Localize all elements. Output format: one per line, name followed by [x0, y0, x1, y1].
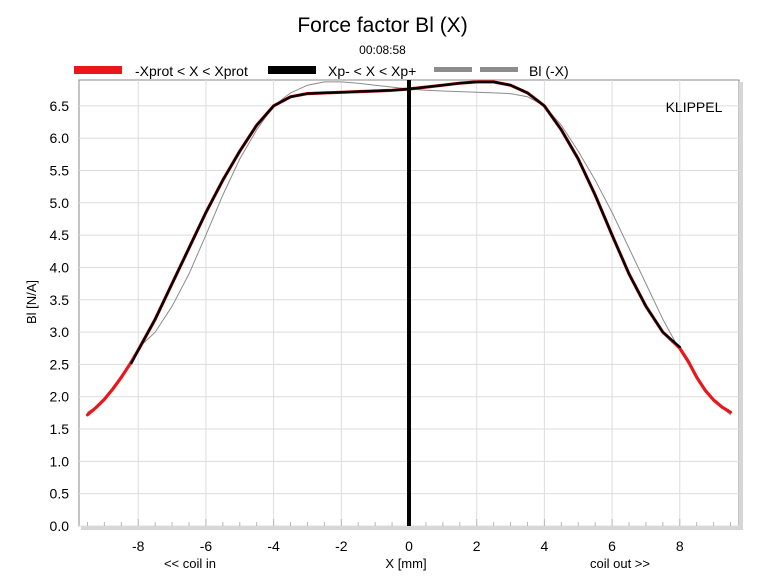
y-tick-labels: 0.0 0.5 1.0 1.5 2.0 2.5 3.0 3.5 4.0 4.5 5.0 5.5 6.0 6…	[50, 98, 70, 534]
series-line-thick-black	[130, 80, 681, 365]
chart-subtitle: 00:08:58	[359, 43, 406, 57]
y-tick-label: 1.0	[50, 453, 70, 469]
x-left-note: << coil in	[164, 556, 216, 571]
x-right-note: coil out >>	[590, 556, 650, 571]
y-tick-label: 1.5	[50, 421, 70, 437]
x-tick-label: 4	[540, 538, 548, 554]
y-tick-label: 5.0	[50, 195, 70, 211]
x-tick-label: -6	[200, 538, 213, 554]
klippel-watermark: KLIPPEL	[666, 99, 723, 115]
x-tick-label: 0	[405, 538, 413, 554]
x-tick-label: -8	[132, 538, 145, 554]
y-tick-label: 0.0	[50, 518, 70, 534]
x-tick-label: 8	[676, 538, 684, 554]
y-tick-label: 6.0	[50, 130, 70, 146]
x-tick-label: -2	[335, 538, 348, 554]
legend-swatch-mirror	[434, 67, 518, 72]
y-tick-label: 5.5	[50, 162, 70, 178]
legend-label-prot: -Xprot < X < Xprot	[135, 63, 248, 79]
y-tick-label: 0.5	[50, 486, 70, 502]
x-tick-labels: -8 -6 -4 -2 0 2 4 6 8	[132, 538, 684, 554]
legend-label-mirror: Bl (-X)	[529, 63, 569, 79]
y-tick-label: 2.0	[50, 389, 70, 405]
legend-swatch-prot	[74, 66, 122, 74]
x-tick-label: 6	[608, 538, 616, 554]
y-tick-label: 4.5	[50, 227, 70, 243]
y-tick-label: 6.5	[50, 98, 70, 114]
x-tick-label: -4	[267, 538, 280, 554]
x-tick-label: 2	[473, 538, 481, 554]
y-tick-label: 2.5	[50, 356, 70, 372]
frame-shadow-right	[739, 82, 743, 528]
legend-swatch-xp	[268, 66, 316, 74]
chart-title: Force factor Bl (X)	[297, 14, 468, 37]
y-tick-label: 3.0	[50, 324, 70, 340]
frame-shadow-bottom	[81, 526, 743, 530]
x-axis-label: X [mm]	[385, 556, 426, 571]
legend: -Xprot < X < Xprot Xp- < X < Xp+ Bl (-X)	[74, 63, 569, 79]
y-tick-label: 3.5	[50, 292, 70, 308]
y-axis-label: Bl [N/A]	[24, 280, 39, 324]
legend-label-xp: Xp- < X < Xp+	[328, 63, 416, 79]
y-tick-label: 4.0	[50, 259, 70, 275]
